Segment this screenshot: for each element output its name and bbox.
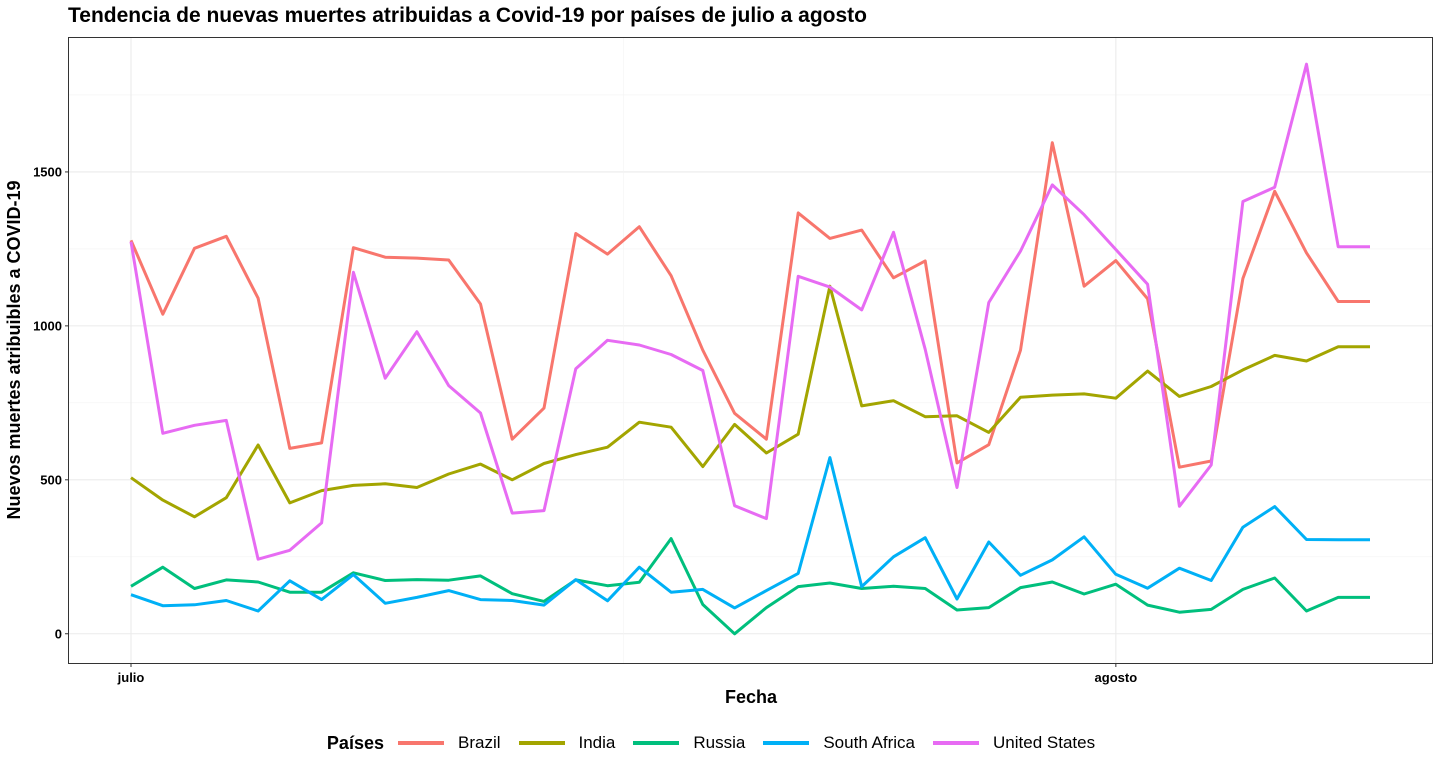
legend-item-india: India	[518, 733, 616, 753]
plot-panel-border	[68, 37, 1433, 664]
legend-title: Países	[326, 732, 384, 753]
axis-ticks: 0 500 1000 1500 julio agosto	[33, 164, 1137, 685]
series-line-india	[130, 284, 1370, 519]
series-lines	[129, 62, 1370, 636]
legend-item-south-africa: South Africa	[763, 733, 915, 753]
y-tick-label: 1000	[33, 318, 62, 333]
legend-key-south-africa	[763, 741, 810, 745]
series-line-united-states	[129, 62, 1370, 561]
legend-items: Brazil India Russia South Africa United Stat…	[397, 733, 1113, 753]
chart-title: Tendencia de nuevas muertes atribuidas a…	[68, 4, 868, 27]
legend-key-brazil	[397, 741, 444, 745]
x-tick-label: agosto	[1095, 670, 1138, 685]
legend-label: India	[578, 733, 616, 752]
legend-item-united-states: United States	[933, 733, 1095, 753]
x-axis-title: Fecha	[725, 687, 778, 707]
legend-key-russia	[633, 741, 680, 745]
legend-item-russia: Russia	[633, 733, 745, 753]
y-tick-label: 0	[55, 626, 62, 641]
y-tick-label: 1500	[33, 164, 62, 179]
legend: Países Brazil India Russia South Africa Unit…	[0, 729, 1440, 757]
series-line-brazil	[129, 141, 1370, 469]
legend-item-brazil: Brazil	[397, 733, 501, 753]
y-axis-title: Nuevos muertes atribuibles a COVID-19	[4, 180, 24, 519]
legend-label: South Africa	[823, 733, 916, 752]
x-tick-label: julio	[117, 670, 145, 685]
legend-key-united-states	[933, 741, 980, 745]
series-line-russia	[130, 537, 1370, 636]
legend-label: United States	[993, 733, 1096, 752]
series-line-south-africa	[130, 456, 1370, 613]
y-tick-label: 500	[40, 472, 62, 487]
legend-key-india	[518, 741, 565, 745]
legend-label: Russia	[693, 733, 746, 752]
grid-lines	[69, 38, 1432, 663]
legend-label: Brazil	[457, 733, 501, 752]
